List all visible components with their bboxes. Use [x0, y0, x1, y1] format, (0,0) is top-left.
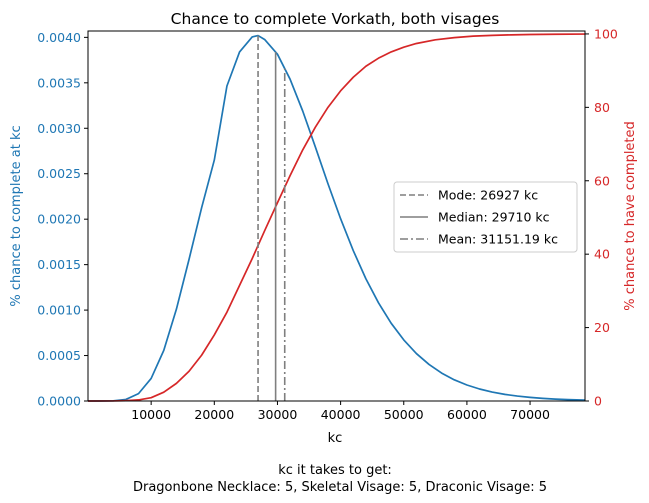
y-right-tick-label: 40 [594, 247, 610, 262]
y-left-tick-label: 0.0020 [37, 212, 81, 227]
x-tick-label: 70000 [510, 407, 550, 422]
legend-label-median: Median: 29710 kc [438, 210, 550, 225]
legend-box [393, 181, 578, 253]
y-right-tick-label: 60 [594, 173, 610, 188]
x-tick-label: 50000 [384, 407, 424, 422]
caption-line-2: Dragonbone Necklace: 5, Skeletal Visage:… [133, 480, 547, 495]
y-right-axis: 0 20 40 60 80 100 [585, 26, 618, 409]
y-right-tick-label: 100 [594, 26, 618, 41]
x-tick-label: 30000 [258, 407, 298, 422]
x-axis: 10000 20000 30000 40000 50000 60000 70000 [131, 401, 550, 422]
y-right-tick-label: 20 [594, 320, 610, 335]
legend-label-mode: Mode: 26927 kc [438, 188, 538, 203]
y-left-tick-label: 0.0000 [37, 394, 81, 409]
cdf-line [87, 33, 586, 402]
y-left-axis: 0.0000 0.0005 0.0010 0.0015 0.0020 0.0025 0.00… [37, 30, 88, 409]
x-tick-label: 60000 [447, 407, 487, 422]
y-left-tick-label: 0.0015 [37, 257, 81, 272]
chart-title: Chance to complete Vorkath, both visages [171, 10, 500, 28]
y-right-tick-label: 0 [594, 394, 602, 409]
x-tick-label: 10000 [131, 407, 171, 422]
y-left-axis-label: % chance to complete at kc [9, 125, 24, 306]
pdf-line [87, 34, 586, 402]
legend: Mode: 26927 kc Median: 29710 kc Mean: 3115… [393, 181, 578, 253]
y-left-tick-label: 0.0040 [37, 30, 81, 45]
plot-frame [87, 30, 586, 402]
plot-content [87, 33, 586, 402]
caption-line-1: kc it takes to get: [278, 463, 392, 478]
x-axis-label: kc [328, 431, 343, 446]
y-left-tick-label: 0.0025 [37, 166, 81, 181]
x-tick-label: 40000 [321, 407, 361, 422]
y-left-tick-label: 0.0005 [37, 348, 81, 363]
y-left-tick-label: 0.0010 [37, 303, 81, 318]
x-tick-label: 20000 [194, 407, 234, 422]
y-left-tick-label: 0.0030 [37, 121, 81, 136]
y-left-tick-label: 0.0035 [37, 75, 81, 90]
y-right-axis-label: % chance to have completed [623, 121, 638, 311]
legend-label-mean: Mean: 31151.19 kc [438, 232, 558, 247]
y-right-tick-label: 80 [594, 100, 610, 115]
